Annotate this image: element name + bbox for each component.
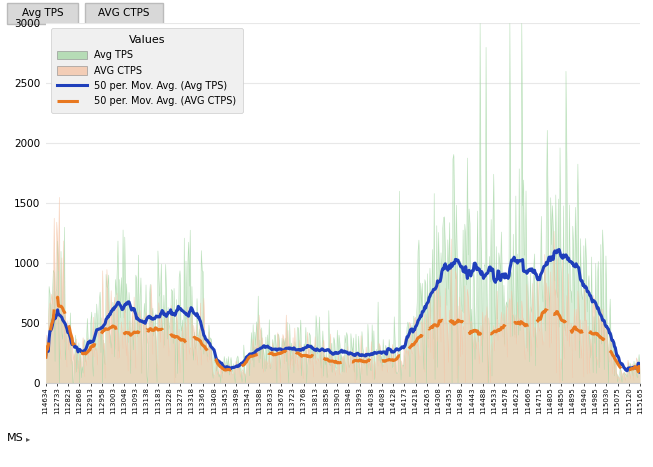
Text: AVG CTPS: AVG CTPS <box>99 8 150 18</box>
FancyBboxPatch shape <box>7 2 78 24</box>
Text: MS: MS <box>7 433 24 443</box>
Legend: Avg TPS, AVG CTPS, 50 per. Mov. Avg. (Avg TPS), 50 per. Mov. Avg. (AVG CTPS): Avg TPS, AVG CTPS, 50 per. Mov. Avg. (Av… <box>50 28 244 113</box>
Text: Avg TPS: Avg TPS <box>22 8 63 18</box>
FancyBboxPatch shape <box>85 2 163 24</box>
Text: ▸: ▸ <box>26 434 31 443</box>
